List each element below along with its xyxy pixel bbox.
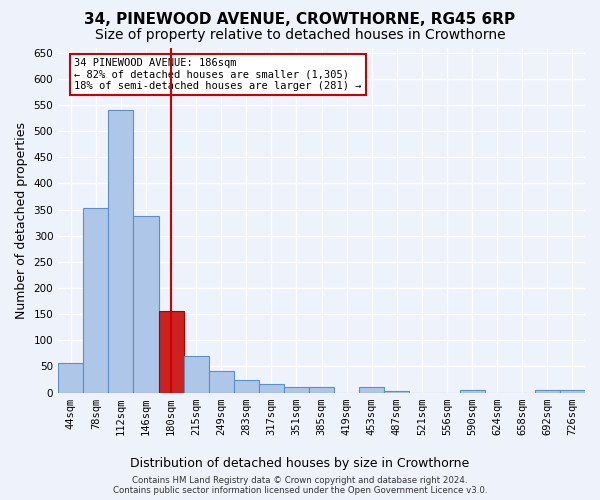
Bar (284, 388, 309, 392)
Bar (209, 370, 234, 392)
Bar (535, 390, 560, 392)
Bar (560, 390, 585, 392)
Text: 34 PINEWOOD AVENUE: 186sqm
← 82% of detached houses are smaller (1,305)
18% of s: 34 PINEWOOD AVENUE: 186sqm ← 82% of deta… (74, 58, 361, 91)
Bar (234, 380, 259, 392)
Bar (184, 356, 209, 393)
Bar (460, 390, 485, 392)
Y-axis label: Number of detached properties: Number of detached properties (15, 122, 28, 318)
Bar (83, 208, 109, 392)
Text: Size of property relative to detached houses in Crowthorne: Size of property relative to detached ho… (95, 28, 505, 42)
Bar (309, 388, 334, 392)
Bar (133, 216, 158, 392)
Bar (385, 391, 409, 392)
Text: 34, PINEWOOD AVENUE, CROWTHORNE, RG45 6RP: 34, PINEWOOD AVENUE, CROWTHORNE, RG45 6R… (85, 12, 515, 28)
Bar (109, 110, 133, 392)
Bar (158, 310, 184, 392)
Bar (359, 388, 385, 392)
Bar (259, 384, 284, 392)
Text: Distribution of detached houses by size in Crowthorne: Distribution of detached houses by size … (130, 458, 470, 470)
Bar (58, 363, 83, 392)
Text: Contains HM Land Registry data © Crown copyright and database right 2024.
Contai: Contains HM Land Registry data © Crown c… (113, 476, 487, 495)
